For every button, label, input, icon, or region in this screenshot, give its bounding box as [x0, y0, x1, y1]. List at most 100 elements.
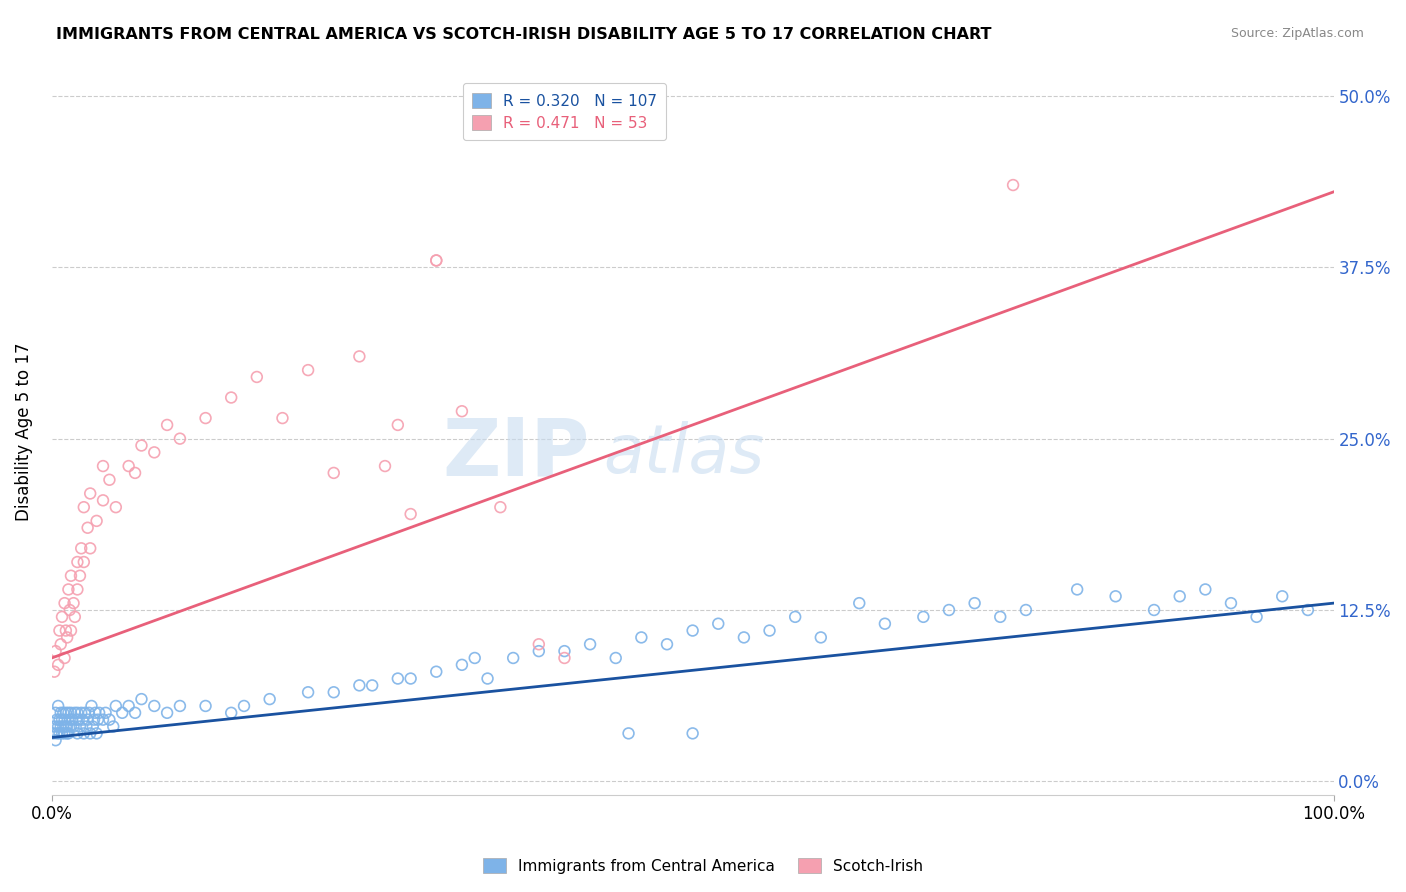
Point [131, 692, 153, 706]
Point [63, 706, 86, 720]
Point [49, 637, 72, 651]
Point [451, 404, 474, 418]
Point [75, 706, 97, 720]
Point [79, 541, 101, 556]
Point [52, 719, 75, 733]
Point [66, 555, 89, 569]
Point [374, 458, 396, 473]
Point [387, 417, 409, 432]
Point [1015, 603, 1038, 617]
Point [44, 665, 66, 679]
Point [79, 486, 101, 500]
Point [349, 678, 371, 692]
Point [48, 624, 70, 638]
Point [53, 726, 76, 740]
Point [502, 651, 524, 665]
Point [73, 500, 96, 515]
Point [1246, 610, 1268, 624]
Point [56, 719, 79, 733]
Point [194, 411, 217, 425]
Point [143, 698, 166, 713]
Point [91, 713, 114, 727]
Point [527, 637, 550, 651]
Point [143, 445, 166, 459]
Point [219, 706, 242, 720]
Point [59, 706, 82, 720]
Point [733, 631, 755, 645]
Point [1220, 596, 1243, 610]
Point [80, 698, 103, 713]
Point [45, 713, 67, 727]
Point [51, 610, 73, 624]
Point [1296, 603, 1319, 617]
Point [58, 706, 80, 720]
Point [131, 438, 153, 452]
Point [79, 726, 101, 740]
Point [59, 719, 82, 733]
Point [322, 685, 344, 699]
Point [489, 500, 512, 515]
Point [82, 719, 104, 733]
Point [553, 644, 575, 658]
Point [53, 651, 76, 665]
Point [297, 685, 319, 699]
Point [219, 391, 242, 405]
Point [682, 726, 704, 740]
Point [605, 651, 627, 665]
Point [42, 726, 65, 740]
Point [51, 713, 73, 727]
Point [55, 624, 77, 638]
Point [617, 726, 640, 740]
Point [63, 610, 86, 624]
Legend: Immigrants from Central America, Scotch-Irish: Immigrants from Central America, Scotch-… [477, 852, 929, 880]
Point [46, 698, 69, 713]
Point [425, 253, 447, 268]
Point [655, 637, 678, 651]
Point [60, 713, 83, 727]
Point [464, 651, 486, 665]
Point [912, 610, 935, 624]
Point [169, 698, 191, 713]
Text: ZIP: ZIP [443, 415, 591, 492]
Point [387, 672, 409, 686]
Point [67, 713, 90, 727]
Point [52, 706, 75, 720]
Point [425, 665, 447, 679]
Text: atlas: atlas [603, 421, 763, 487]
Point [69, 568, 91, 582]
Point [75, 719, 97, 733]
Point [758, 624, 780, 638]
Point [48, 713, 70, 727]
Point [55, 706, 77, 720]
Point [65, 713, 87, 727]
Text: IMMIGRANTS FROM CENTRAL AMERICA VS SCOTCH-IRISH DISABILITY AGE 5 TO 17 CORRELATI: IMMIGRANTS FROM CENTRAL AMERICA VS SCOTC… [56, 27, 991, 42]
Point [297, 363, 319, 377]
Point [46, 719, 69, 733]
Point [1168, 589, 1191, 603]
Point [46, 657, 69, 672]
Point [477, 672, 499, 686]
Point [399, 507, 422, 521]
Point [49, 719, 72, 733]
Point [1143, 603, 1166, 617]
Point [848, 596, 870, 610]
Point [66, 706, 89, 720]
Point [89, 706, 111, 720]
Point [111, 706, 134, 720]
Point [124, 706, 146, 720]
Point [62, 719, 84, 733]
Point [707, 616, 730, 631]
Point [44, 719, 66, 733]
Point [118, 458, 141, 473]
Point [104, 698, 127, 713]
Point [83, 713, 105, 727]
Point [51, 726, 73, 740]
Point [527, 644, 550, 658]
Point [59, 603, 82, 617]
Point [810, 631, 832, 645]
Point [938, 603, 960, 617]
Point [124, 466, 146, 480]
Point [49, 706, 72, 720]
Point [91, 493, 114, 508]
Point [77, 706, 100, 720]
